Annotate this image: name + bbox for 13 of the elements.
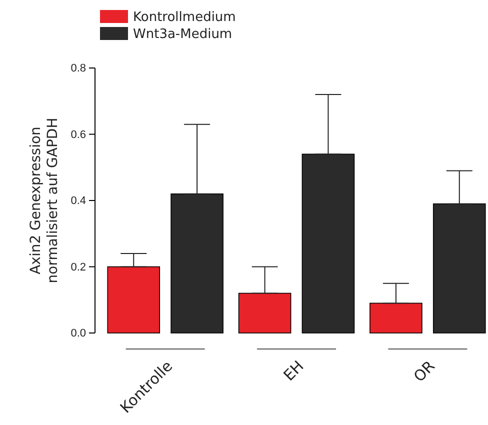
x-tick-label: OR: [410, 357, 438, 386]
y-tick-label: 0.4: [70, 195, 86, 208]
y-tick-label: 0.8: [70, 62, 86, 75]
bar: [238, 292, 292, 334]
y-axis-title: Axin2 Genexpression normalisiert auf GAPDH: [28, 118, 61, 284]
bar: [370, 302, 422, 334]
bar: [107, 266, 160, 334]
legend-label: Wnt3a-Medium: [133, 27, 232, 42]
x-tick-label: EH: [280, 357, 308, 385]
y-tick-label: 0.6: [70, 128, 86, 141]
y-tick-label: 0.0: [70, 328, 86, 340]
y-tick-label: 0.2: [70, 261, 86, 274]
legend-label: Kontrollmedium: [133, 10, 236, 25]
